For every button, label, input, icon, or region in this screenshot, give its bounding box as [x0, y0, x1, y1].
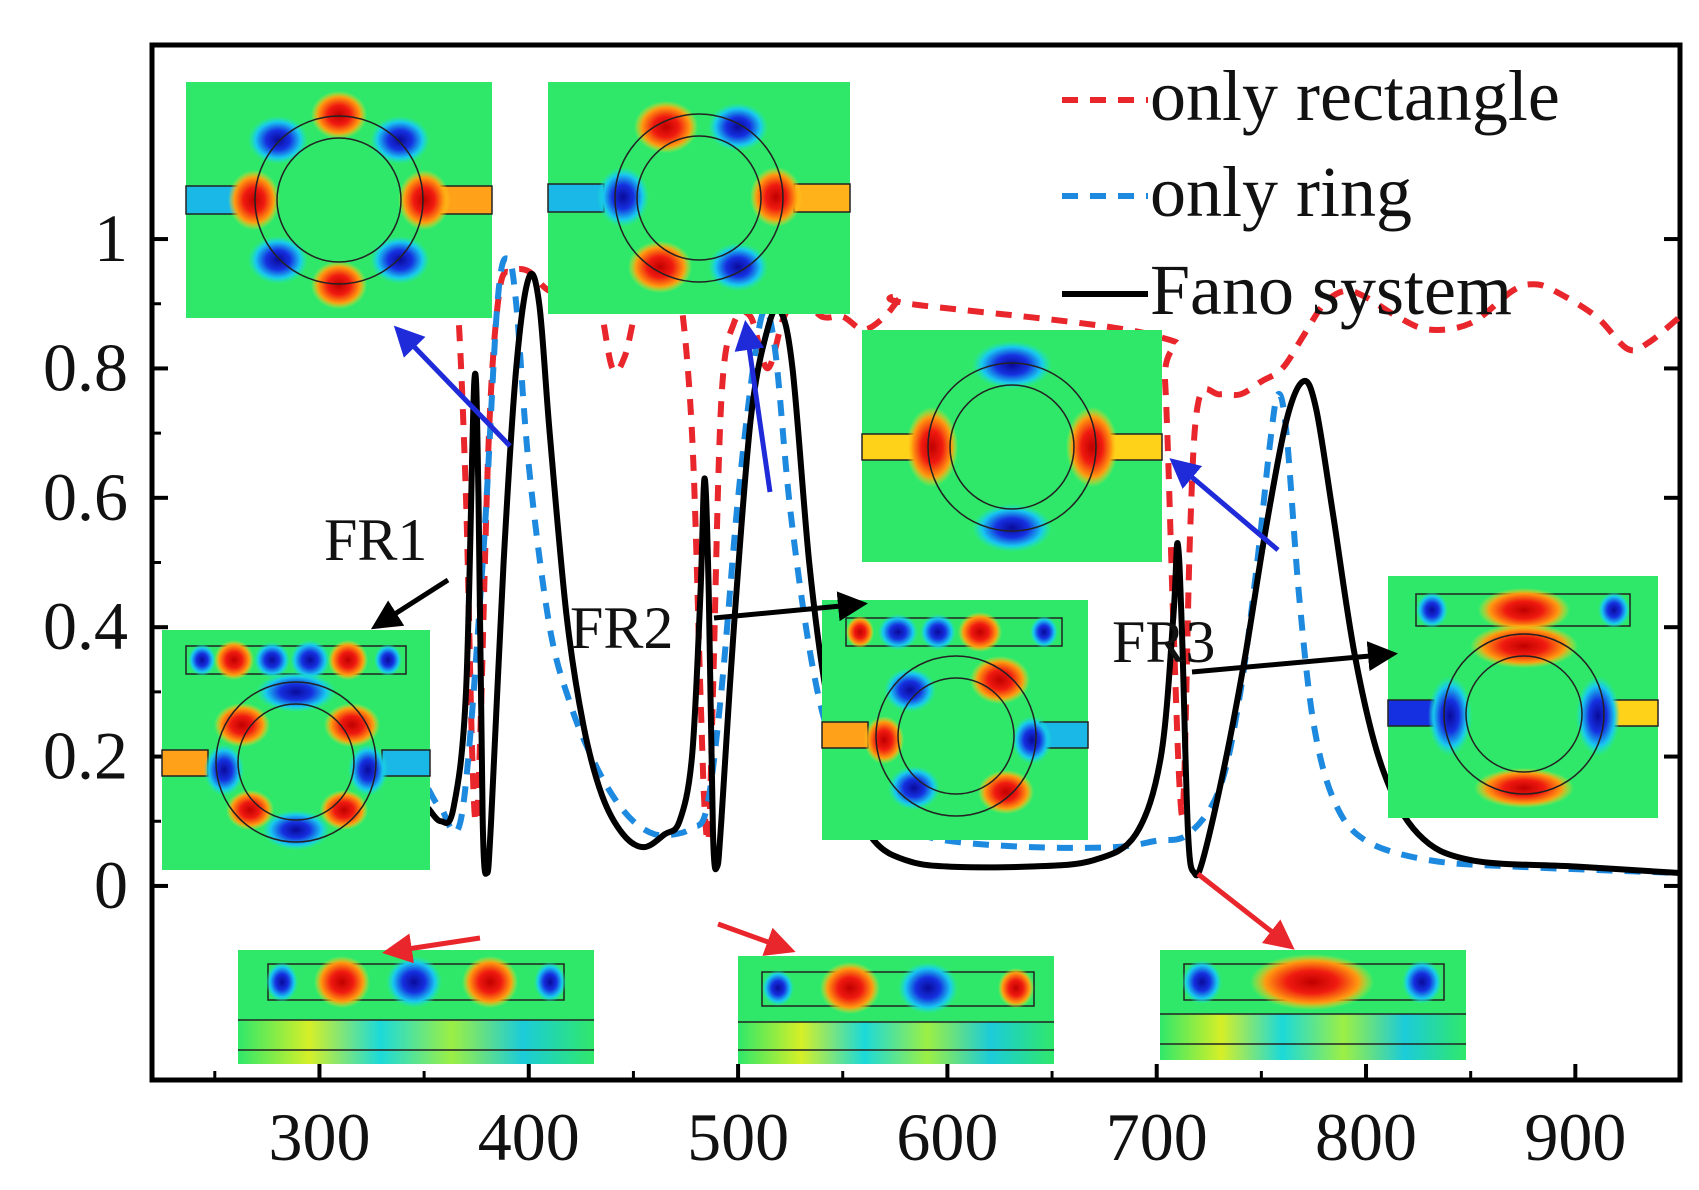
annotation-fr1: FR1 [324, 507, 427, 573]
x-tick-label-800: 800 [1315, 1099, 1417, 1175]
x-tick-label-900: 900 [1524, 1099, 1626, 1175]
annotation-fr3: FR3 [1112, 609, 1215, 675]
y-axis: 0 0.2 0.4 0.6 0.8 1 [43, 200, 1680, 923]
arrow-blue-2 [734, 320, 773, 493]
y-tick-label-0: 0 [94, 847, 128, 923]
x-tick-label-500: 500 [687, 1099, 789, 1175]
field-map-fr2 [821, 600, 1089, 840]
arrow-fr2 [713, 591, 868, 622]
annotation-fr2: FR2 [570, 595, 673, 661]
x-tick-label-300: 300 [268, 1099, 370, 1175]
field-map-fr3 [1387, 576, 1659, 818]
series-fano-system [425, 270, 1681, 879]
legend-label-fano: Fano system [1150, 250, 1512, 330]
arrow-fr1 [370, 577, 450, 630]
x-axis: 300 400 500 600 700 800 900 [213, 1064, 1682, 1175]
arrow-blue-1 [393, 325, 512, 448]
arrows [370, 320, 1398, 964]
legend-label-rect: only rectangle [1150, 56, 1560, 136]
y-tick-label-0.6: 0.6 [43, 459, 128, 535]
field-map-ring-mode-3 [861, 330, 1163, 562]
field-map-ring-mode-1 [185, 82, 493, 318]
field-map-fr1 [161, 630, 431, 870]
field-map-rect-mode-2 [738, 956, 1054, 1064]
arrow-fr3 [1191, 641, 1398, 675]
arrow-red-2 [717, 921, 796, 956]
arrow-red-3 [1196, 872, 1295, 950]
y-tick-label-0.8: 0.8 [43, 329, 128, 405]
x-tick-label-600: 600 [896, 1099, 998, 1175]
y-tick-label-1: 1 [94, 200, 128, 276]
field-map-rect-mode-1 [238, 950, 594, 1064]
y-tick-label-0.4: 0.4 [43, 588, 128, 664]
y-tick-label-0.2: 0.2 [43, 718, 128, 794]
arrow-blue-3 [1169, 458, 1280, 552]
arrow-red-1 [382, 933, 481, 964]
x-tick-label-400: 400 [478, 1099, 580, 1175]
x-tick-label-700: 700 [1106, 1099, 1208, 1175]
legend-label-ring: only ring [1150, 152, 1412, 232]
legend: only rectangle only ring Fano system [1062, 56, 1560, 330]
field-map-rect-mode-3 [1160, 950, 1466, 1060]
field-map-ring-mode-2 [547, 82, 851, 314]
